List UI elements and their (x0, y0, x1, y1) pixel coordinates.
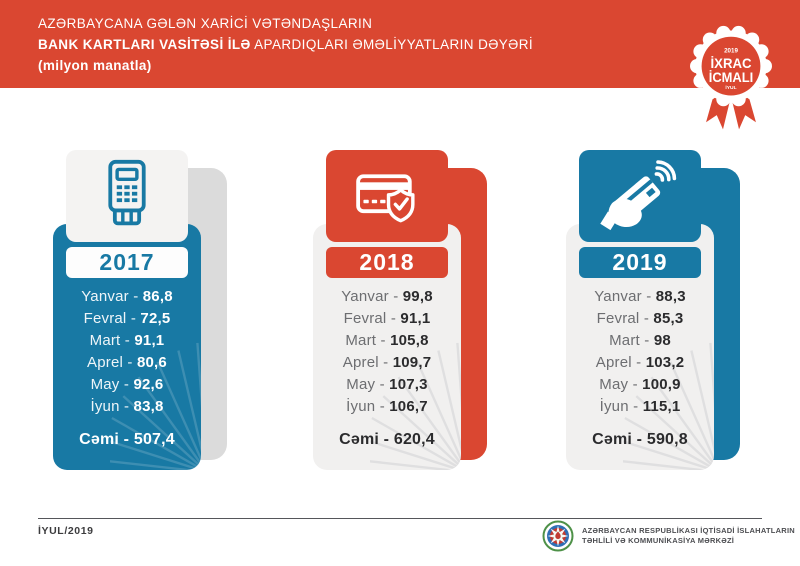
organization-name: AZƏRBAYCAN RESPUBLİKASI İQTİSADİ İSLAHAT… (582, 525, 795, 546)
badge-word-1: İXRAC (711, 55, 752, 72)
month-list: Yanvar - 99,8 Fevral - 91,1 Mart - 105,8 Ap… (313, 286, 461, 418)
month-label: May - (346, 376, 390, 393)
month-row: Fevral - 91,1 (313, 308, 461, 330)
month-value: 80,6 (136, 354, 167, 371)
month-row: Fevral - 72,5 (53, 308, 201, 330)
month-value: 98 (653, 332, 671, 349)
rosette-badge-icon: 2019 İXRAC İCMALI İYUL (690, 25, 772, 130)
icon-tile-2018 (326, 150, 448, 242)
year-card-2018: 2018 Yanvar - 99,8 Fevral - 91,1 Mart - 10… (311, 140, 516, 485)
title-line-1: AZƏRBAYCANA GƏLƏN XARİCİ VƏTƏNDAŞLARIN (38, 16, 373, 31)
month-value: 85,3 (653, 310, 684, 327)
rosette-badge: 2019 İXRAC İCMALI İYUL (682, 16, 780, 134)
month-value: 91,1 (134, 332, 165, 349)
month-row: May - 92,6 (53, 374, 201, 396)
month-row: Yanvar - 86,8 (53, 286, 201, 308)
total-row: Cəmi - 507,4 (79, 431, 175, 448)
icon-tile-2017 (66, 150, 188, 242)
total-row: Cəmi - 590,8 (592, 431, 688, 448)
footer-organization: AZƏRBAYCAN RESPUBLİKASI İQTİSADİ İSLAHAT… (542, 520, 795, 552)
month-label: May - (599, 376, 643, 393)
month-label: Mart - (89, 332, 135, 349)
month-list: Yanvar - 88,3 Fevral - 85,3 Mart - 98 Aprel… (566, 286, 714, 418)
year-label-2017: 2017 (66, 247, 188, 278)
contactless-payment-icon (600, 160, 677, 231)
month-label: Aprel - (595, 354, 646, 371)
month-row: Aprel - 80,6 (53, 352, 201, 374)
month-row: Fevral - 85,3 (566, 308, 714, 330)
azerbaijan-emblem-icon (542, 520, 574, 552)
month-value: 83,8 (133, 398, 164, 415)
year-card-2017: 2017 Yanvar - 86,8 Fevral - 72,5 Mart - 91… (51, 140, 256, 485)
month-row: İyun - 83,8 (53, 396, 201, 418)
month-label: Mart - (345, 332, 391, 349)
month-row: Mart - 98 (566, 330, 714, 352)
month-value: 105,8 (390, 332, 429, 349)
month-label: Mart - (609, 332, 654, 349)
month-value: 106,7 (389, 398, 428, 415)
month-label: İyun - (599, 398, 643, 415)
footer-divider (38, 518, 762, 519)
month-value: 72,5 (140, 310, 171, 327)
data-card-2018: 2018 Yanvar - 99,8 Fevral - 91,1 Mart - 10… (313, 224, 461, 470)
month-row: İyun - 106,7 (313, 396, 461, 418)
month-row: May - 100,9 (566, 374, 714, 396)
title-line-2: BANK KARTLARI VASİTƏSİ İLƏ APARDIQLARI Ə… (38, 37, 534, 52)
month-row: Aprel - 109,7 (313, 352, 461, 374)
title-line-3: (milyon manatla) (38, 58, 152, 73)
badge-word-2: İCMALI (709, 69, 754, 86)
badge-year: 2019 (724, 48, 738, 55)
month-row: Aprel - 103,2 (566, 352, 714, 374)
month-value: 92,6 (133, 376, 164, 393)
year-label-2019: 2019 (579, 247, 701, 278)
month-label: İyun - (346, 398, 390, 415)
pos-terminal-icon (108, 159, 146, 226)
data-card-2017: 2017 Yanvar - 86,8 Fevral - 72,5 Mart - 91… (53, 224, 201, 470)
month-label: Yanvar - (81, 288, 143, 305)
month-value: 99,8 (402, 288, 433, 305)
rays-decoration (370, 342, 461, 470)
badge-month: İYUL (725, 84, 736, 91)
month-label: Fevral - (596, 310, 654, 327)
rays-decoration (110, 342, 201, 470)
month-label: İyun - (90, 398, 134, 415)
total-row: Cəmi - 620,4 (339, 431, 435, 448)
month-label: Aprel - (87, 354, 137, 371)
credit-card-shield-icon (356, 174, 415, 223)
month-row: İyun - 115,1 (566, 396, 714, 418)
icon-tile-2019 (579, 150, 701, 242)
rays-decoration (623, 342, 714, 470)
month-value: 103,2 (645, 354, 685, 371)
month-label: Aprel - (342, 354, 393, 371)
month-value: 88,3 (655, 288, 686, 305)
month-value: 107,3 (389, 376, 428, 393)
month-label: Yanvar - (341, 288, 403, 305)
month-value: 86,8 (142, 288, 173, 305)
month-row: Mart - 105,8 (313, 330, 461, 352)
month-row: Yanvar - 99,8 (313, 286, 461, 308)
page-title: AZƏRBAYCANA GƏLƏN XARİCİ VƏTƏNDAŞLARIN B… (38, 13, 533, 76)
month-label: Fevral - (83, 310, 141, 327)
month-label: May - (90, 376, 134, 393)
month-row: Mart - 91,1 (53, 330, 201, 352)
year-label-2018: 2018 (326, 247, 448, 278)
month-value: 115,1 (642, 398, 681, 415)
data-card-2019: 2019 Yanvar - 88,3 Fevral - 85,3 Mart - 98… (566, 224, 714, 470)
month-list: Yanvar - 86,8 Fevral - 72,5 Mart - 91,1 Apr… (53, 286, 201, 418)
footer-date: İYUL/2019 (38, 525, 94, 537)
month-label: Fevral - (343, 310, 401, 327)
month-row: Yanvar - 88,3 (566, 286, 714, 308)
month-label: Yanvar - (594, 288, 656, 305)
header-band: AZƏRBAYCANA GƏLƏN XARİCİ VƏTƏNDAŞLARIN B… (0, 0, 800, 88)
month-row: May - 107,3 (313, 374, 461, 396)
year-card-2019: 2019 Yanvar - 88,3 Fevral - 85,3 Mart - 98… (564, 140, 769, 485)
month-value: 91,1 (400, 310, 431, 327)
month-value: 109,7 (392, 354, 432, 371)
month-value: 100,9 (642, 376, 681, 393)
